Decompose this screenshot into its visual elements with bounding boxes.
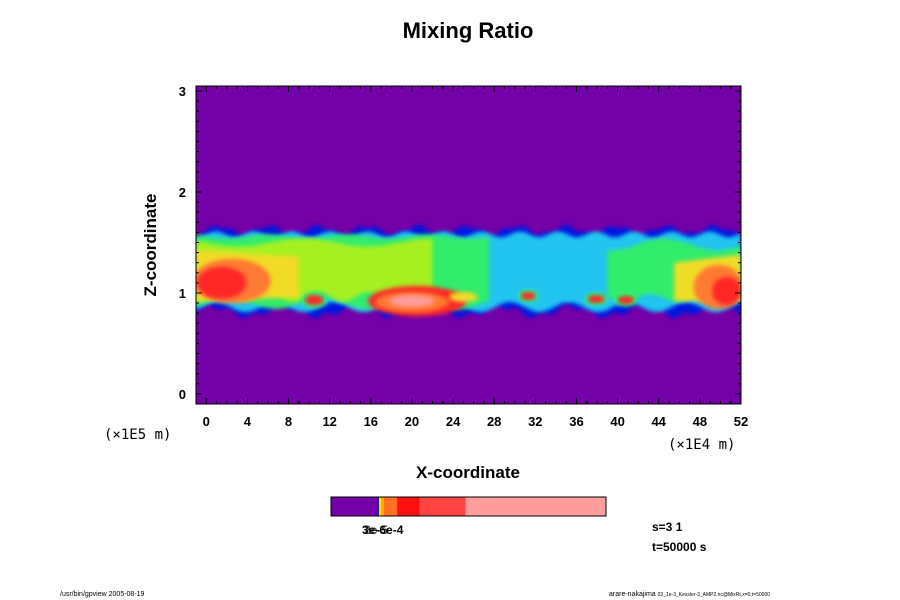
x-tick-label: 32 — [528, 414, 542, 429]
colorbar-segment — [377, 497, 380, 516]
rain-patch-pink — [389, 295, 435, 308]
y-axis-label: Z-coordinate — [141, 194, 160, 297]
colorbar-segment — [380, 497, 385, 516]
small-cell-core-3 — [617, 296, 635, 305]
x-tick-label: 24 — [446, 414, 461, 429]
colorbar — [331, 497, 607, 516]
y-axis-unit: (×1E5 m) — [104, 427, 171, 443]
x-tick-label: 20 — [405, 414, 419, 429]
y-tick-label: 2 — [179, 185, 186, 200]
x-tick-labels: 0 4 8 12 16 20 24 28 32 36 40 44 48 52 — [203, 414, 749, 429]
small-cell-core-1 — [520, 291, 536, 300]
colorbar-tick-labels: 3e-6e-4 — [362, 523, 404, 537]
x-tick-label: 40 — [610, 414, 624, 429]
x-tick-label: 8 — [285, 414, 292, 429]
x-tick-label: 0 — [203, 414, 210, 429]
info-time-value: t=50000 s — [652, 540, 707, 554]
footer-author: arare-nakajima — [609, 591, 656, 598]
rain-patch-yellow — [449, 291, 478, 302]
info-s-value: s=3 1 — [652, 520, 683, 534]
small-cell-core-0 — [305, 295, 324, 306]
colorbar-segment — [397, 497, 420, 516]
mixing-ratio-field — [196, 224, 741, 319]
x-tick-label: 52 — [734, 414, 748, 429]
colorbar-segment — [419, 497, 466, 516]
colorbar-tick-labels-overlap: 2e-5 — [364, 523, 388, 537]
colorbar-segment — [465, 497, 607, 516]
footer-file: 03_1e-3_Kessler-3_AMP2.nc@MixRt,x=0,t=50… — [658, 592, 771, 598]
small-cell-cyan — [564, 295, 573, 301]
y-tick-label: 3 — [179, 84, 186, 99]
axis-ticks — [196, 86, 742, 404]
x-tick-label: 48 — [693, 414, 707, 429]
colorbar-segment — [383, 497, 398, 516]
y-tick-label: 0 — [179, 387, 186, 402]
x-tick-label: 44 — [651, 414, 666, 429]
x-tick-label: 28 — [487, 414, 501, 429]
x-tick-label: 4 — [244, 414, 252, 429]
x-axis-unit: (×1E4 m) — [668, 437, 735, 453]
small-cell-core-2 — [587, 295, 605, 303]
colorbar-segment — [331, 497, 379, 516]
cloud-core-red-west — [197, 266, 247, 299]
chart-title: Mixing Ratio — [403, 18, 534, 43]
x-axis-label: X-coordinate — [416, 463, 520, 482]
colorbar-segment — [378, 497, 382, 516]
y-tick-labels: 0 1 2 3 — [179, 84, 186, 402]
x-tick-label: 16 — [364, 414, 378, 429]
x-tick-label: 12 — [322, 414, 336, 429]
cloud-core-red-east — [712, 276, 741, 306]
y-tick-label: 1 — [179, 286, 186, 301]
x-tick-label: 36 — [569, 414, 583, 429]
colorbar-frame — [330, 496, 607, 517]
footer-source: arare-nakajima 03_1e-3_Kessler-3_AMP2.nc… — [609, 591, 770, 598]
footer-command: /usr/bin/gpview 2005-08-19 — [60, 591, 145, 598]
plot-frame — [195, 85, 742, 405]
